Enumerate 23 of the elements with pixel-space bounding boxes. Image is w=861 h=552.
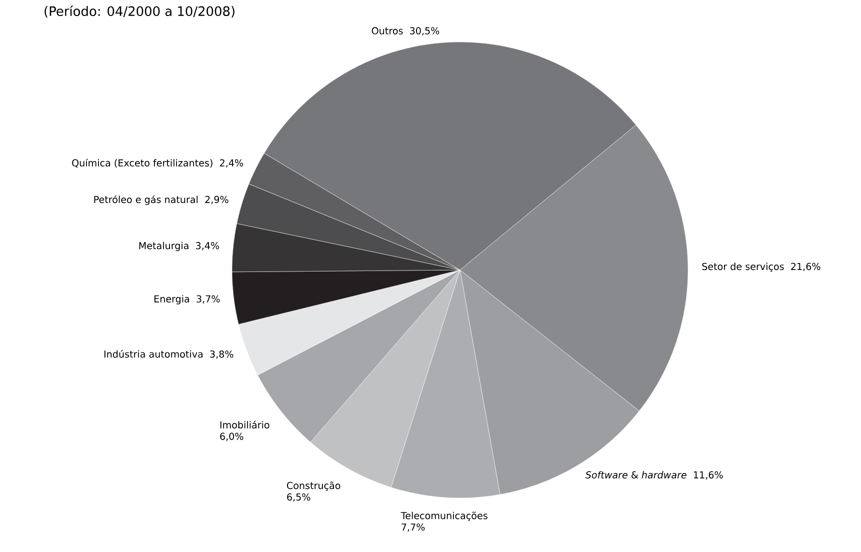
data-label: 3,7%	[196, 295, 220, 304]
data-label: 3,8%	[210, 350, 234, 359]
slice-label: Setor de serviços	[702, 262, 784, 272]
data-label: 6,0%	[220, 432, 244, 441]
slice-label: Petróleo e gás natural	[94, 195, 198, 205]
data-label: 3,4%	[196, 242, 220, 250]
slice-label: Telecomunicações	[400, 512, 488, 521]
data-label: 6,5%	[287, 493, 310, 502]
data-label: 2,9%	[205, 196, 228, 204]
chart-subtitle: (Período: 04/2000 a 10/2008)	[44, 6, 234, 18]
slice-label: Software & hardware	[585, 471, 686, 478]
data-label: 11,6%	[694, 471, 723, 480]
slice-label: Química (Exceto fertilizantes)	[72, 158, 212, 168]
slice-label: Imobiliário	[220, 420, 270, 429]
slice-label: Indústria automotiva	[104, 350, 203, 358]
slice-label: Outros	[372, 27, 403, 34]
slice-label: Construção	[286, 482, 340, 491]
slice-label: Metalurgia	[139, 242, 188, 252]
data-label: 2,4%	[220, 159, 244, 168]
data-label: 30,5%	[410, 27, 440, 36]
slice-label: Energia	[154, 295, 190, 304]
data-label: 21,6%	[791, 262, 820, 272]
data-label: 7,7%	[402, 523, 425, 532]
